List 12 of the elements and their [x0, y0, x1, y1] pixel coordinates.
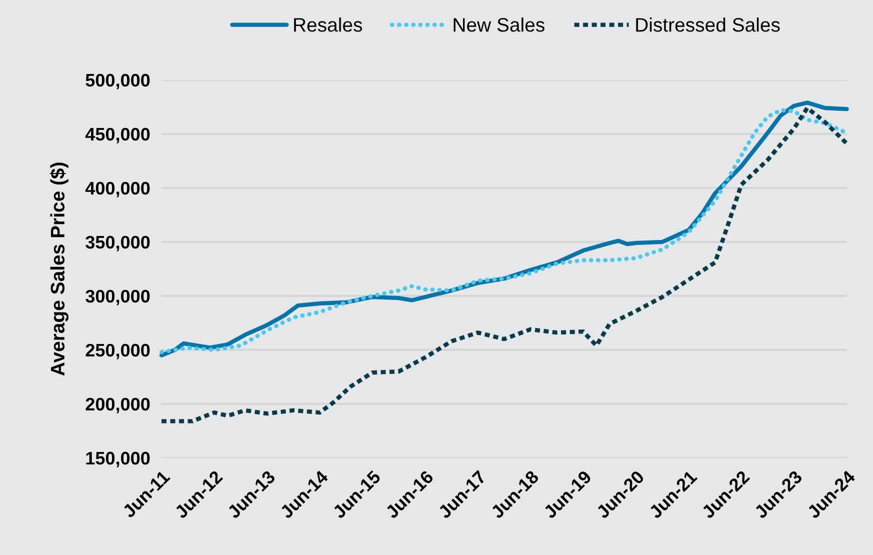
legend-label: Resales	[294, 18, 362, 32]
legend-label: Distressed Sales	[636, 18, 780, 32]
y-tick-label: 350,000	[86, 236, 150, 252]
y-tick-label: 500,000	[86, 74, 150, 90]
y-tick-label: 150,000	[86, 452, 150, 468]
y-axis-title: Average Sales Price ($)	[50, 162, 68, 376]
y-tick-label: 400,000	[85, 182, 150, 198]
legend-label: New Sales	[454, 18, 544, 32]
y-tick-label: 450,000	[85, 128, 150, 144]
y-tick-label: 300,000	[86, 290, 150, 306]
y-tick-label: 250,000	[86, 344, 150, 360]
y-tick-label: 200,000	[86, 398, 150, 414]
